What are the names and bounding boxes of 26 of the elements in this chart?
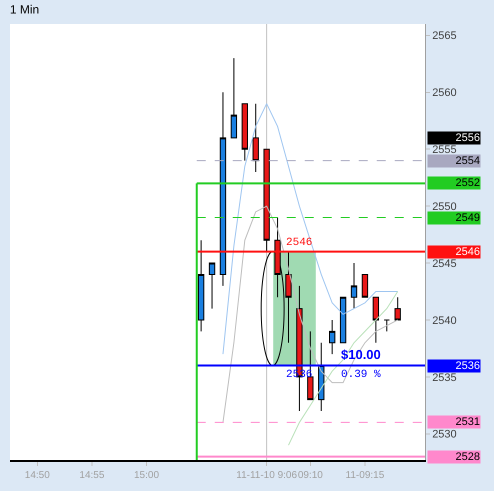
x-tick-label: 14:55	[79, 470, 105, 481]
y-tick-label: 2565	[432, 30, 457, 42]
ref-line-label: 2528	[456, 451, 480, 463]
ref-line-label: 2554	[456, 155, 480, 167]
ref-line-label: 2531	[456, 416, 480, 428]
y-tick-label: 2545	[432, 258, 457, 270]
annotation: 2546	[286, 237, 312, 249]
annotation: 0.39 %	[341, 369, 382, 381]
y-tick-label: 2555	[432, 144, 457, 156]
ref-line-label: 2552	[456, 177, 480, 189]
x-tick-label: 09:10	[298, 470, 324, 481]
annotation: $10.00	[341, 347, 381, 362]
x-tick-label: 11-09:15	[346, 470, 385, 481]
y-tick-label: 2530	[432, 428, 457, 441]
ref-line-label: 2546	[456, 246, 480, 258]
y-tick-label: 2535	[432, 372, 457, 384]
x-tick-label: 14:50	[24, 470, 50, 481]
x-tick-label: 11-11-10 9:06	[236, 470, 298, 481]
text: 2556	[456, 132, 480, 144]
y-tick-label: 2560	[432, 87, 457, 100]
x-tick-label: 15:00	[134, 470, 160, 481]
ref-line-label: 2536	[456, 360, 480, 372]
y-tick-label: 2550	[432, 200, 457, 213]
y-tick-label: 2540	[432, 314, 457, 327]
ref-line-label: 2549	[456, 212, 480, 224]
chart-title: 1 Min	[10, 2, 40, 16]
